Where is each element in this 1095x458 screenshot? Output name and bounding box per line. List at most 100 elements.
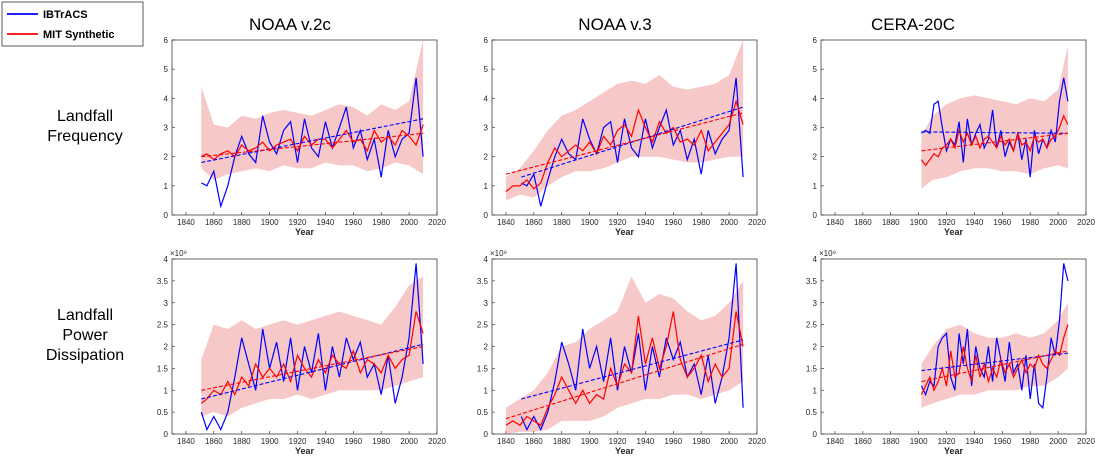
y-tick-label: 2 bbox=[484, 343, 489, 352]
x-tick-label: 1840 bbox=[177, 437, 195, 446]
y-tick-label: 0.5 bbox=[806, 408, 818, 417]
x-tick-label: 1960 bbox=[344, 437, 362, 446]
y-tick-label: 4 bbox=[164, 94, 169, 103]
ibtracs-trend-line bbox=[201, 343, 424, 400]
uncertainty-band bbox=[921, 45, 1068, 189]
y-tick-label: 4 bbox=[813, 255, 818, 264]
x-tick-label: 1880 bbox=[233, 437, 251, 446]
row-label-frequency-line2: Frequency bbox=[47, 128, 123, 145]
ibtracs-series-line bbox=[201, 77, 424, 209]
y-tick-label: 1 bbox=[164, 182, 169, 191]
x-axis-label: Year bbox=[295, 446, 315, 456]
y-tick-label: 0 bbox=[164, 430, 169, 439]
y-tick-label: 4 bbox=[484, 94, 489, 103]
ibtracs-trend-line bbox=[521, 339, 744, 400]
x-tick-label: 1860 bbox=[525, 437, 543, 446]
y-tick-label: 1 bbox=[813, 182, 818, 191]
y-tick-label: 1.5 bbox=[477, 364, 489, 373]
x-tick-label: 1840 bbox=[826, 218, 844, 227]
y-tick-label: 3 bbox=[813, 299, 818, 308]
x-axis-label: Year bbox=[615, 446, 635, 456]
x-tick-label: 2020 bbox=[428, 437, 446, 446]
x-tick-label: 1920 bbox=[938, 218, 956, 227]
y-tick-label: 3 bbox=[164, 124, 169, 133]
mit-trend-line bbox=[201, 132, 424, 158]
y-exponent-label: ×10⁹ bbox=[170, 249, 187, 258]
ibtracs-trend-line bbox=[921, 131, 1068, 134]
x-tick-label: 1920 bbox=[289, 218, 307, 227]
x-tick-label: 2000 bbox=[720, 218, 738, 227]
y-tick-label: 0 bbox=[484, 430, 489, 439]
x-tick-label: 2000 bbox=[400, 218, 418, 227]
x-tick-label: 2020 bbox=[748, 437, 766, 446]
mit-trend-line bbox=[505, 343, 744, 420]
mit-trend-line bbox=[505, 112, 744, 175]
column-title-noaa-v3: NOAA v.3 bbox=[578, 15, 651, 34]
x-tick-label: 2020 bbox=[1077, 437, 1095, 446]
row-label-power-line1: Landfall bbox=[57, 307, 113, 324]
y-tick-label: 5 bbox=[813, 65, 818, 74]
x-tick-label: 1960 bbox=[664, 437, 682, 446]
y-tick-label: 0 bbox=[813, 430, 818, 439]
x-tick-label: 1900 bbox=[910, 218, 928, 227]
y-tick-label: 4 bbox=[484, 255, 489, 264]
y-tick-label: 5 bbox=[484, 65, 489, 74]
x-tick-label: 2020 bbox=[1077, 218, 1095, 227]
x-tick-label: 1940 bbox=[966, 218, 984, 227]
ibtracs-trend-line bbox=[521, 106, 744, 178]
x-tick-label: 2000 bbox=[1049, 218, 1067, 227]
mit-synthetic-series-line bbox=[200, 311, 424, 404]
y-tick-label: 1.5 bbox=[157, 364, 169, 373]
x-tick-label: 2000 bbox=[400, 437, 418, 446]
y-tick-label: 2 bbox=[164, 343, 169, 352]
x-axis-label: Year bbox=[295, 227, 315, 237]
x-tick-label: 1900 bbox=[910, 437, 928, 446]
chart-panel-5: 1840 1860 1880 1900 1920 1940 1960 1980 2000 2020… bbox=[806, 249, 1095, 456]
column-title-noaa-v2c: NOAA v.2c bbox=[249, 15, 331, 34]
ibtracs-series-line bbox=[200, 263, 424, 432]
x-tick-label: 1840 bbox=[497, 437, 515, 446]
x-tick-label: 1960 bbox=[344, 218, 362, 227]
x-tick-label: 2020 bbox=[748, 218, 766, 227]
ibtracs-trend-line bbox=[921, 352, 1068, 372]
x-tick-label: 1920 bbox=[609, 437, 627, 446]
chart-panel-1: 1840 1860 1880 1900 1920 1940 1960 1980 2000 2020… bbox=[484, 36, 767, 237]
x-tick-label: 1980 bbox=[372, 218, 390, 227]
y-tick-label: 1 bbox=[484, 182, 489, 191]
chart-panel-2: 1840 1860 1880 1900 1920 1940 1960 1980 2000 2020… bbox=[813, 36, 1095, 237]
x-tick-label: 1940 bbox=[317, 218, 335, 227]
y-tick-label: 1 bbox=[813, 386, 818, 395]
mit-synthetic-series-line bbox=[505, 311, 744, 427]
y-tick-label: 3 bbox=[484, 124, 489, 133]
y-tick-label: 0 bbox=[164, 211, 169, 220]
row-label-frequency-line1: Landfall bbox=[57, 108, 113, 125]
y-tick-label: 4 bbox=[813, 94, 818, 103]
mit-synthetic-series-line bbox=[920, 324, 1069, 395]
y-tick-label: 2 bbox=[813, 153, 818, 162]
x-tick-label: 1880 bbox=[233, 218, 251, 227]
x-tick-label: 1860 bbox=[205, 437, 223, 446]
x-tick-label: 2000 bbox=[720, 437, 738, 446]
x-tick-label: 1860 bbox=[854, 218, 872, 227]
y-tick-label: 0 bbox=[484, 211, 489, 220]
x-tick-label: 1860 bbox=[854, 437, 872, 446]
y-tick-label: 3 bbox=[164, 299, 169, 308]
y-exponent-label: ×10⁹ bbox=[490, 249, 507, 258]
x-tick-label: 1940 bbox=[317, 437, 335, 446]
column-title-cera-20c: CERA-20C bbox=[871, 15, 955, 34]
x-tick-label: 1960 bbox=[993, 218, 1011, 227]
chart-panel-4: 1840 1860 1880 1900 1920 1940 1960 1980 2000 2020… bbox=[477, 249, 767, 456]
x-tick-label: 1880 bbox=[882, 218, 900, 227]
y-tick-label: 3 bbox=[813, 124, 818, 133]
y-tick-label: 6 bbox=[484, 36, 489, 45]
y-exponent-label: ×10⁹ bbox=[819, 249, 836, 258]
x-tick-label: 1980 bbox=[692, 437, 710, 446]
x-axis-label: Year bbox=[944, 446, 964, 456]
x-tick-label: 1840 bbox=[177, 218, 195, 227]
y-tick-label: 2 bbox=[164, 153, 169, 162]
legend-box bbox=[1, 1, 144, 47]
x-tick-label: 1980 bbox=[692, 218, 710, 227]
x-tick-label: 2020 bbox=[428, 218, 446, 227]
x-tick-label: 1980 bbox=[1021, 437, 1039, 446]
